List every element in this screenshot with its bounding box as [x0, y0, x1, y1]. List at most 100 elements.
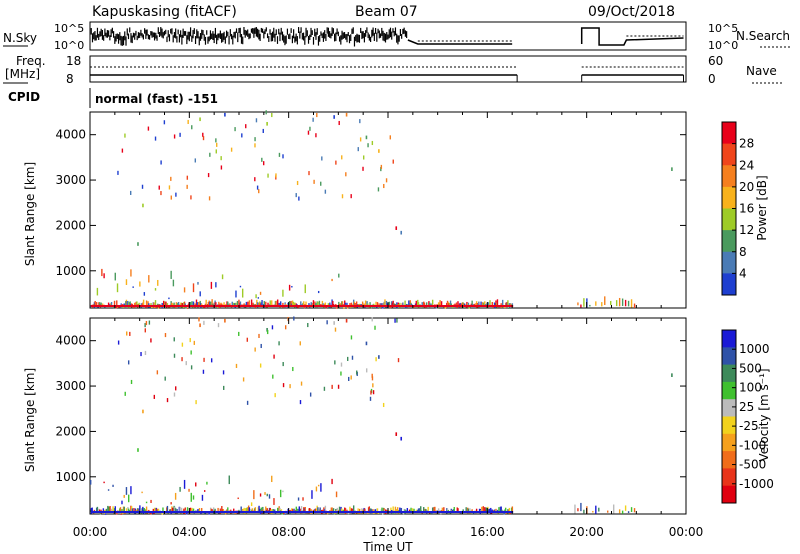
velocity-echo: [191, 507, 193, 513]
power-echo: [170, 270, 172, 279]
velocity-echo: [592, 510, 594, 513]
power-echo: [177, 302, 180, 308]
velocity-echo: [148, 509, 150, 512]
power-echo: [459, 302, 461, 305]
velocity-echo: [504, 507, 507, 512]
power-echo: [357, 147, 359, 152]
power-colorbar-block: [722, 230, 736, 253]
power-echo: [186, 307, 189, 309]
power-echo: [400, 230, 403, 235]
power-echo: [507, 300, 509, 307]
velocity-echo: [209, 507, 212, 511]
power-echo: [501, 299, 504, 306]
x-tick-label: 12:00: [371, 525, 406, 539]
power-echo: [202, 132, 204, 137]
power-echo: [577, 302, 579, 306]
velocity-echo: [103, 481, 105, 484]
power-echo: [428, 302, 431, 308]
power-echo: [266, 121, 268, 126]
velocity-echo: [137, 508, 140, 514]
velocity-echo: [500, 506, 502, 512]
velocity-echo: [299, 400, 302, 405]
velocity-echo: [246, 507, 248, 513]
velocity-echo: [462, 509, 464, 512]
power-echo: [203, 306, 206, 308]
power-echo: [249, 306, 251, 308]
power-echo: [383, 183, 385, 189]
velocity-echo: [488, 508, 490, 513]
velocity-echo: [299, 341, 301, 346]
velocity-y-axis-label: Slant Range [km]: [23, 368, 37, 472]
power-echo: [235, 302, 237, 306]
velocity-echo: [189, 507, 192, 513]
power-echo: [173, 302, 175, 308]
velocity-echo: [349, 506, 351, 511]
power-echo: [340, 302, 342, 306]
velocity-echo: [144, 323, 146, 328]
power-echo: [223, 302, 225, 307]
power-echo: [235, 290, 237, 298]
velocity-echo: [452, 509, 454, 512]
power-echo: [262, 128, 264, 133]
velocity-echo: [386, 510, 388, 512]
power-echo: [311, 302, 313, 306]
velocity-echo: [484, 507, 486, 511]
power-echo: [313, 179, 315, 184]
velocity-colorbar-block: [722, 468, 736, 487]
power-echo: [284, 302, 286, 308]
power-echo: [191, 125, 193, 130]
power-echo: [150, 303, 152, 307]
power-echo: [213, 302, 216, 308]
power-echo: [369, 302, 371, 308]
velocity-echo: [453, 507, 455, 512]
velocity-echo: [192, 508, 195, 513]
power-echo: [375, 301, 377, 307]
velocity-echo: [291, 508, 293, 513]
power-echo: [361, 301, 364, 307]
velocity-echo: [472, 512, 475, 514]
power-echo: [292, 301, 295, 307]
velocity-echo: [505, 512, 508, 514]
velocity-echo: [105, 508, 108, 512]
velocity-echo: [507, 509, 510, 512]
nsearch-tick-high: 10^5: [708, 22, 738, 35]
nsky-line: [580, 27, 684, 46]
power-echo: [371, 140, 374, 146]
power-colorbar-tick-label: 4: [739, 266, 747, 280]
power-echo: [172, 279, 175, 287]
power-echo: [615, 300, 618, 307]
velocity-echo: [282, 362, 284, 367]
velocity-echo: [495, 508, 497, 513]
velocity-echo: [630, 507, 633, 512]
power-echo: [320, 181, 322, 186]
velocity-echo: [139, 505, 141, 512]
power-echo: [183, 301, 186, 308]
velocity-echo: [377, 512, 379, 514]
velocity-echo: [235, 363, 238, 368]
velocity-echo: [433, 506, 435, 512]
power-echo: [255, 294, 257, 299]
velocity-echo: [169, 509, 172, 512]
power-echo: [113, 306, 115, 309]
power-echo: [247, 301, 249, 306]
velocity-echo: [370, 390, 372, 395]
power-colorbar-block: [722, 165, 736, 188]
power-echo: [141, 184, 144, 189]
power-echo: [296, 180, 299, 186]
power-echo: [450, 303, 452, 306]
power-echo: [331, 299, 333, 306]
velocity-echo: [257, 507, 260, 514]
power-echo: [207, 302, 210, 307]
velocity-echo: [137, 448, 139, 452]
velocity-echo: [258, 333, 260, 338]
velocity-echo: [185, 509, 187, 512]
velocity-echo: [368, 506, 371, 513]
velocity-echo: [348, 376, 350, 381]
power-echo: [216, 142, 218, 147]
velocity-echo: [598, 507, 600, 512]
power-echo: [421, 302, 423, 306]
power-echo: [202, 136, 205, 141]
velocity-echo: [90, 508, 93, 514]
velocity-echo: [382, 513, 384, 515]
nsky-tick-high: 10^5: [54, 22, 84, 35]
